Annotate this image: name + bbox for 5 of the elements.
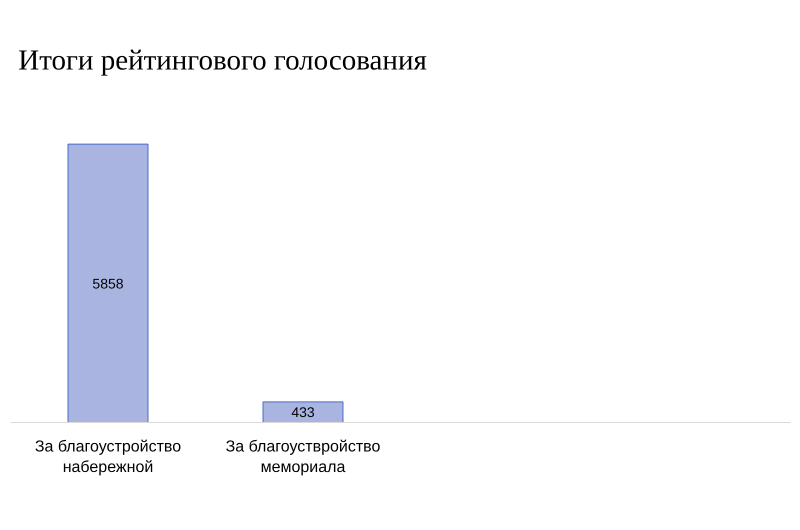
data-label: 5858 (92, 275, 124, 292)
chart-title: Итоги рейтингового голосования (18, 44, 427, 76)
x-tick-label: За благоустройство набережной (34, 438, 182, 476)
x-tick-label: За благоуствройство мемориала (226, 438, 381, 476)
data-label: 433 (291, 404, 315, 420)
